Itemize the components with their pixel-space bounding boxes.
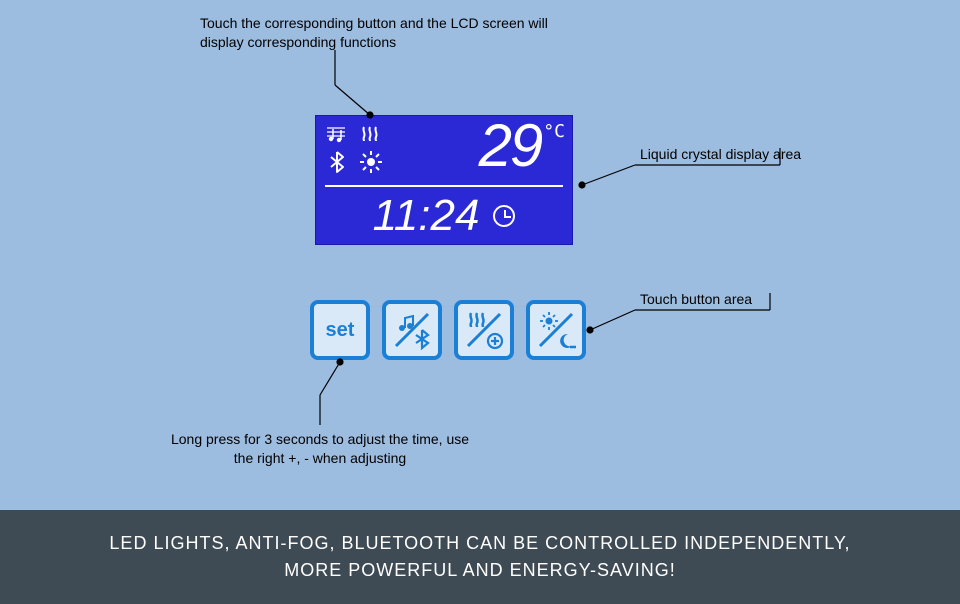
callout-lcd-function: Touch the corresponding button and the L… xyxy=(200,14,560,52)
footer-banner: LED LIGHTS, ANTI-FOG, BLUETOOTH CAN BE C… xyxy=(0,510,960,604)
defogger-button[interactable] xyxy=(454,300,514,360)
music-bluetooth-button[interactable] xyxy=(382,300,442,360)
set-button-label: set xyxy=(326,319,355,342)
temperature-unit: °C xyxy=(543,121,565,142)
lcd-divider xyxy=(325,185,563,187)
footer-line-1: LED LIGHTS, ANTI-FOG, BLUETOOTH CAN BE C… xyxy=(109,530,850,557)
clock-icon xyxy=(493,205,515,227)
temperature-readout: 29 °C xyxy=(479,111,565,180)
main-infographic-area: Touch the corresponding button and the L… xyxy=(0,0,960,510)
temperature-value: 29 xyxy=(479,111,542,180)
lcd-display: 29 °C 11:24 xyxy=(315,115,573,245)
music-notes-icon xyxy=(323,121,351,147)
light-sun-icon xyxy=(357,149,385,175)
callout-set-longpress: Long press for 3 seconds to adjust the t… xyxy=(160,430,480,468)
bluetooth-icon xyxy=(323,149,351,175)
leader-lines xyxy=(0,0,960,510)
touch-button-row: set xyxy=(310,300,586,360)
time-value: 11:24 xyxy=(373,191,480,241)
music-bluetooth-icon xyxy=(390,308,434,352)
light-moon-minus-icon xyxy=(534,308,578,352)
callout-lcd-area: Liquid crystal display area xyxy=(640,145,860,164)
set-button[interactable]: set xyxy=(310,300,370,360)
defogger-plus-icon xyxy=(462,308,506,352)
light-button[interactable] xyxy=(526,300,586,360)
callout-button-area: Touch button area xyxy=(640,290,860,309)
footer-line-2: MORE POWERFUL AND ENERGY-SAVING! xyxy=(284,557,675,584)
defogger-wave-icon xyxy=(357,121,385,147)
